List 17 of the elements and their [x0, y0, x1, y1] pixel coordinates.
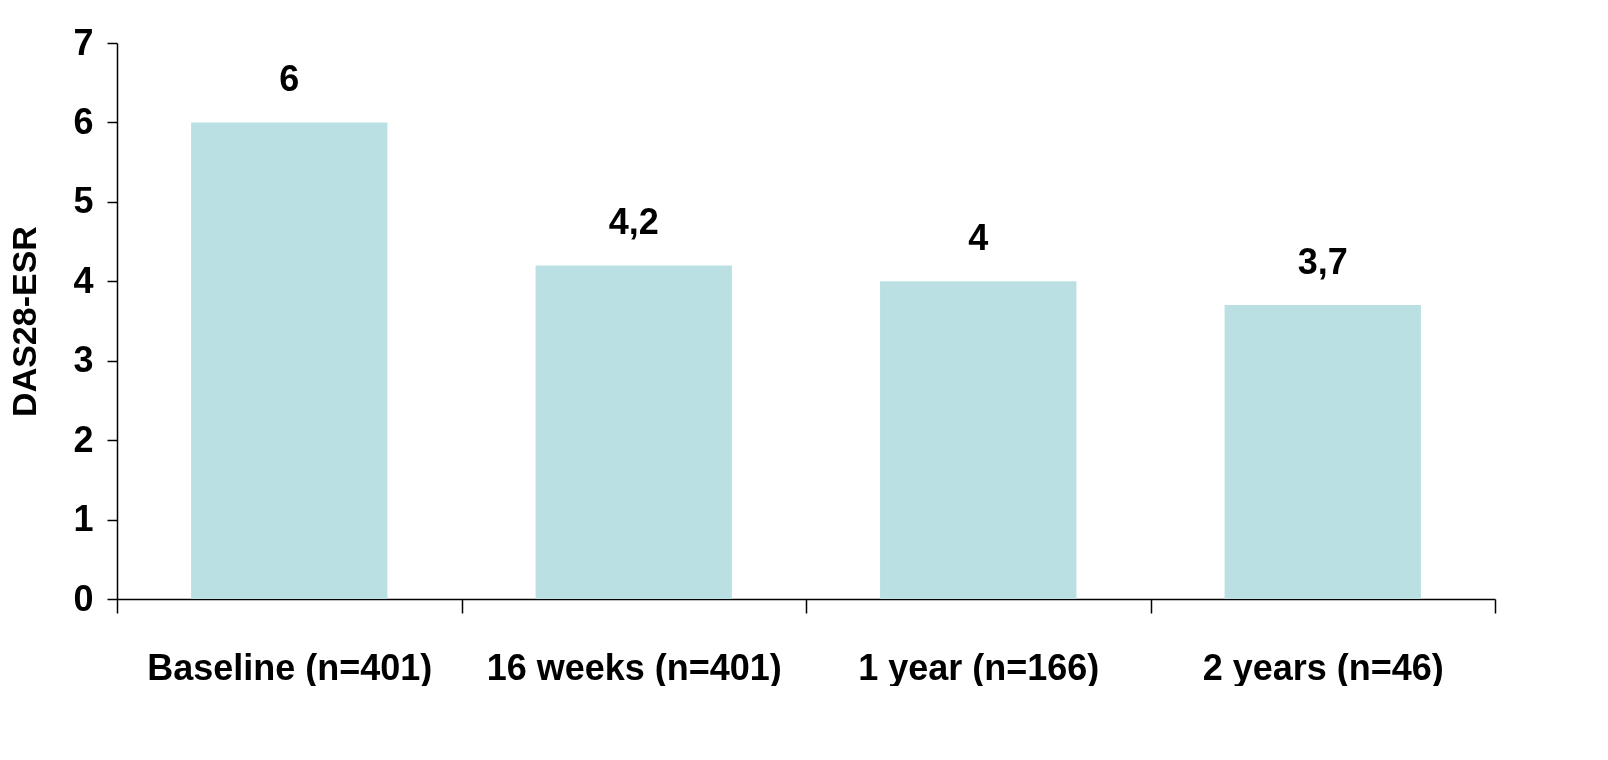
y-tick-label: 4: [73, 259, 94, 301]
data-label: 6: [279, 58, 300, 100]
data-label: 3,7: [1297, 241, 1348, 283]
bar: [191, 122, 388, 599]
y-axis-title: DAS28-ESR: [5, 226, 44, 417]
y-tick-label: 7: [73, 21, 94, 63]
y-tick-label: 1: [73, 498, 94, 540]
bar: [535, 265, 732, 599]
data-label: 4,2: [608, 201, 659, 243]
bar: [1224, 305, 1421, 599]
y-tick-label: 2: [73, 418, 94, 460]
y-tick-label: 3: [73, 339, 94, 381]
y-tick-label: 5: [73, 180, 94, 222]
y-tick-label: 0: [73, 577, 94, 619]
data-label: 4: [968, 217, 989, 259]
bar: [880, 281, 1077, 599]
y-tick-label: 6: [73, 100, 94, 142]
